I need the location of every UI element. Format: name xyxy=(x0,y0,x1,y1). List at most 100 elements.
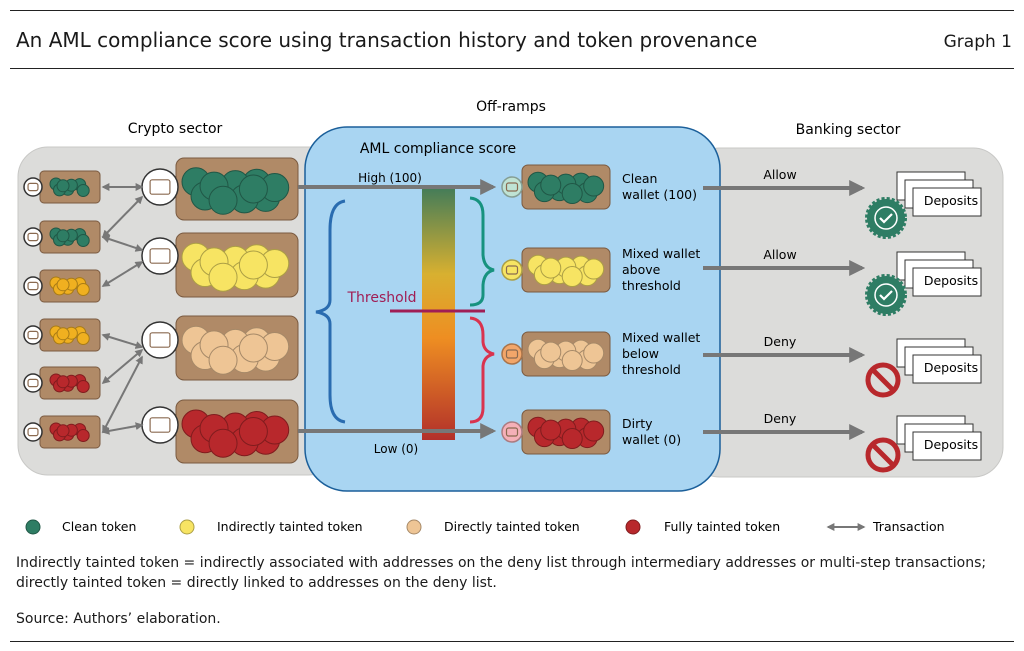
wallet-icon xyxy=(23,227,43,247)
prohibited-slash xyxy=(871,443,895,467)
wallet-glyph xyxy=(149,332,171,348)
legend-swatch xyxy=(625,519,641,535)
token-coin xyxy=(76,283,90,296)
banking-sector-label: Banking sector xyxy=(796,122,901,138)
wallet-glyph xyxy=(27,330,39,340)
token-coin xyxy=(56,278,70,292)
graph-label: Graph 1 xyxy=(943,32,1012,52)
score-title: AML compliance score xyxy=(360,141,516,157)
wallet-label: Clean xyxy=(622,171,657,186)
wallet-icon xyxy=(141,321,179,359)
legend-swatch xyxy=(179,519,195,535)
token-coin xyxy=(76,234,90,247)
prohibited-icon xyxy=(865,362,901,398)
wallet-glyph xyxy=(149,417,171,433)
token-coin xyxy=(583,258,605,280)
wallet-icon xyxy=(23,325,43,345)
token-coin xyxy=(583,420,605,442)
wallet-icon xyxy=(141,406,179,444)
token-coin xyxy=(540,174,562,196)
transaction-arrow xyxy=(102,355,143,434)
deposit-sheet xyxy=(912,267,982,297)
crypto-sector-label: Crypto sector xyxy=(128,121,223,137)
wallet-glyph xyxy=(505,427,519,437)
deposit-sheet xyxy=(912,354,982,384)
token-coin xyxy=(76,184,90,197)
legend: Clean token Indirectly tainted token Direc… xyxy=(25,519,945,535)
token-coin xyxy=(238,250,268,280)
deposits-label: Deposits xyxy=(924,273,978,288)
deposits-label: Deposits xyxy=(924,360,978,375)
token-coin xyxy=(561,266,583,288)
transaction-arrow xyxy=(101,195,144,239)
aml-diagram: Crypto sector Off-ramps Banking sector A… xyxy=(17,99,1004,535)
token-coin xyxy=(583,175,605,197)
decision-label: Allow xyxy=(763,167,796,182)
wallet-label: below xyxy=(622,346,659,361)
wallet-glyph xyxy=(27,232,39,242)
token-coin xyxy=(238,174,268,204)
threshold-label: Threshold xyxy=(347,290,417,306)
legend-label: Fully tainted token xyxy=(664,519,780,534)
prohibited-slash xyxy=(871,368,895,392)
token-coin xyxy=(540,257,562,279)
page-title: An AML compliance score using transactio… xyxy=(16,28,758,52)
wallet-glyph xyxy=(505,265,519,275)
above-threshold-brace xyxy=(469,196,495,307)
approved-badge-icon xyxy=(865,274,907,316)
wallet-label: Dirty xyxy=(622,416,653,431)
wallet-icon xyxy=(23,422,43,442)
wallet-label: Mixed wallet xyxy=(622,330,700,345)
deposits-label: Deposits xyxy=(924,437,978,452)
checkmark-icon xyxy=(879,290,893,301)
wallet-glyph xyxy=(27,182,39,192)
token-coin xyxy=(56,327,70,341)
wallet-glyph xyxy=(505,349,519,359)
badge-ring xyxy=(874,283,898,307)
wallet-label: threshold xyxy=(622,362,681,377)
token-coin xyxy=(540,341,562,363)
wallet-glyph xyxy=(505,182,519,192)
deposit-sheet xyxy=(912,187,982,217)
legend-label: Clean token xyxy=(62,519,136,534)
transaction-arrow xyxy=(101,422,144,435)
token-coin xyxy=(238,417,268,446)
decision-label: Deny xyxy=(764,411,797,426)
legend-swatch xyxy=(25,519,41,535)
wallet-glyph xyxy=(27,281,39,291)
wallet-label: threshold xyxy=(622,278,681,293)
below-threshold-brace xyxy=(469,316,495,424)
legend-label: Indirectly tainted token xyxy=(217,519,363,534)
token-coin xyxy=(208,345,238,375)
badge-ring xyxy=(874,206,898,230)
wallet-label: Mixed wallet xyxy=(622,246,700,261)
score-high-label: High (100) xyxy=(358,171,422,185)
deposit-sheet xyxy=(912,431,982,461)
decision-label: Allow xyxy=(763,247,796,262)
score-panel xyxy=(304,126,721,492)
legend-label: Directly tainted token xyxy=(444,519,580,534)
source-note: Source: Authors’ elaboration. xyxy=(16,611,221,627)
wallet-label: wallet (100) xyxy=(622,187,697,202)
approved-badge-icon xyxy=(865,197,907,239)
token-coin xyxy=(561,183,583,205)
wallet-label: above xyxy=(622,262,661,277)
legend-label: Transaction xyxy=(872,519,945,534)
title-rule xyxy=(10,68,1014,69)
top-rule xyxy=(10,10,1014,11)
wallet-icon xyxy=(23,177,43,197)
token-coin xyxy=(583,342,605,364)
transaction-arrow xyxy=(101,261,144,287)
prohibited-icon xyxy=(865,437,901,473)
wallet-icon xyxy=(23,373,43,393)
wallet-label: wallet (0) xyxy=(622,432,681,447)
token-coin xyxy=(561,350,583,372)
wallet-icon xyxy=(501,421,523,443)
legend-swatch xyxy=(406,519,422,535)
checkmark-icon xyxy=(879,213,893,224)
decision-label: Deny xyxy=(764,334,797,349)
offramps-label: Off-ramps xyxy=(476,99,546,115)
wallet-glyph xyxy=(27,378,39,388)
wallet-icon xyxy=(501,176,523,198)
token-coin xyxy=(561,428,583,450)
